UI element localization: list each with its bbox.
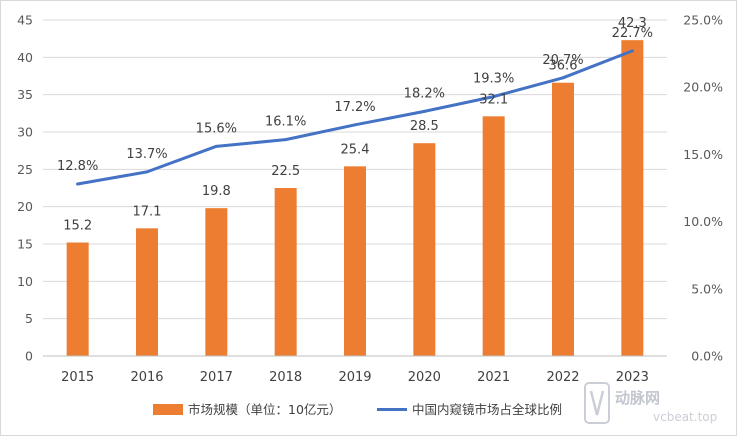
bar <box>205 208 228 356</box>
line-point <box>492 95 496 99</box>
legend-bar-label: 市场规模（单位：10亿元） <box>188 402 341 417</box>
line-point <box>422 109 426 113</box>
left-y-tick-label: 20 <box>17 199 33 214</box>
left-y-tick-label: 0 <box>25 349 33 364</box>
bar <box>621 40 644 356</box>
bar-value-label: 19.8 <box>202 184 231 199</box>
line-point <box>561 76 565 80</box>
left-y-tick-label: 5 <box>25 311 33 326</box>
legend-line-label: 中国内窥镜市场占全球比例 <box>412 402 562 417</box>
right-y-tick-label: 5.0% <box>691 281 723 296</box>
line-value-label: 22.7% <box>612 26 653 41</box>
right-y-tick-label: 20.0% <box>683 80 723 95</box>
left-y-tick-label: 10 <box>17 274 33 289</box>
right-y-tick-label: 10.0% <box>683 214 723 229</box>
x-tick-label: 2021 <box>477 370 510 385</box>
right-y-tick-label: 15.0% <box>683 147 723 162</box>
line-point <box>284 138 288 142</box>
left-y-tick-label: 40 <box>17 50 33 65</box>
legend-bar-swatch <box>153 404 183 415</box>
bar-value-label: 32.1 <box>479 92 508 107</box>
bar <box>136 228 158 356</box>
x-tick-label: 2017 <box>200 370 233 385</box>
bar-value-label: 15.2 <box>63 219 92 234</box>
bar-value-label: 36.6 <box>549 59 578 74</box>
line-value-label: 12.8% <box>57 159 98 174</box>
watermark-brand: 动脉网 <box>615 389 660 407</box>
bar <box>552 82 574 356</box>
bar <box>482 116 505 356</box>
left-y-tick-label: 25 <box>17 162 33 177</box>
left-y-tick-label: 15 <box>17 237 33 252</box>
bar-value-label: 42.3 <box>618 16 647 31</box>
bar <box>274 188 297 356</box>
bar <box>344 166 366 356</box>
line-point <box>353 123 357 127</box>
x-tick-label: 2015 <box>61 370 94 385</box>
x-tick-label: 2020 <box>408 370 441 385</box>
right-y-tick-label: 25.0% <box>683 13 723 28</box>
left-y-tick-label: 45 <box>17 13 33 28</box>
right-y-axis: 0.0% 5.0% 10.0% 15.0% 20.0% 25.0% <box>683 13 723 364</box>
line-value-label: 19.3% <box>473 72 514 87</box>
left-y-axis: 0 5 10 15 20 25 30 35 40 45 <box>17 13 33 364</box>
bar <box>413 143 436 356</box>
left-y-tick-label: 35 <box>17 87 33 102</box>
x-axis: 2015 2016 2017 2018 2019 2020 2021 2022 2023 <box>43 355 667 385</box>
bar <box>66 242 89 356</box>
watermark-site: vcbeat.top <box>653 410 717 424</box>
line-value-label: 16.1% <box>265 115 306 130</box>
line-series <box>76 49 634 186</box>
line-value-label: 17.2% <box>334 100 375 115</box>
watermark-logo-mark <box>589 390 605 416</box>
left-y-tick-label: 30 <box>17 125 33 140</box>
line-value-label: 15.6% <box>196 121 237 136</box>
line-value-label: 20.7% <box>542 53 583 68</box>
line-point <box>145 170 149 174</box>
bar-value-label: 22.5 <box>271 164 300 179</box>
bar-value-label: 17.1 <box>133 204 162 219</box>
watermark-logo-icon <box>584 382 610 424</box>
x-tick-label: 2019 <box>338 370 371 385</box>
bar-series <box>66 40 644 356</box>
line-value-label: 13.7% <box>126 147 167 162</box>
right-y-tick-label: 0.0% <box>691 349 723 364</box>
data-labels: 15.2 17.1 19.8 22.5 25.4 28.5 32.1 36.6 42.3 12.8… <box>57 16 653 233</box>
x-tick-label: 2023 <box>616 370 649 385</box>
line-point <box>630 49 634 53</box>
x-tick-label: 2016 <box>130 370 163 385</box>
line-point <box>214 144 218 148</box>
x-tick-label: 2022 <box>546 370 579 385</box>
bar-value-label: 28.5 <box>410 119 439 134</box>
line-point <box>76 182 80 186</box>
legend: 市场规模（单位：10亿元） 中国内窥镜市场占全球比例 <box>153 402 562 417</box>
x-tick-label: 2018 <box>269 370 302 385</box>
line-value-label: 18.2% <box>404 86 445 101</box>
watermark: 动脉网 vcbeat.top <box>584 382 717 424</box>
bar-value-label: 25.4 <box>341 142 370 157</box>
